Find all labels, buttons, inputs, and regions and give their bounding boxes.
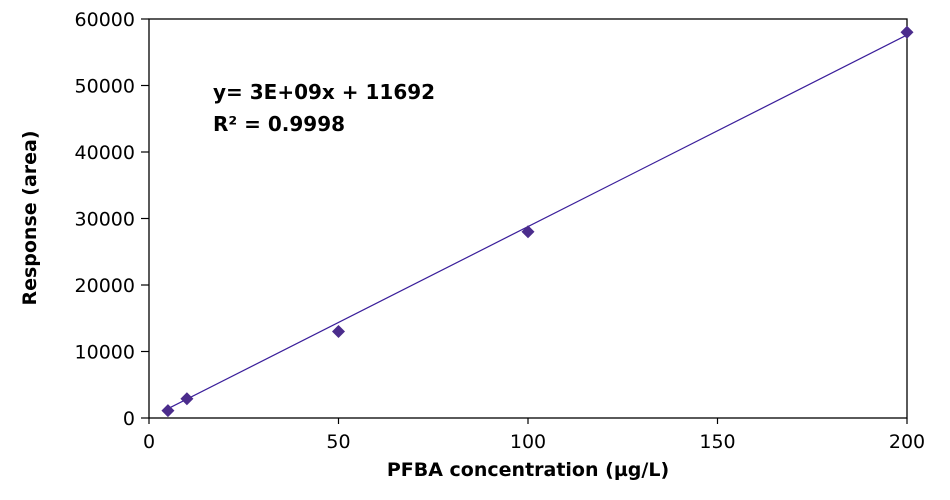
data-point-diamond-icon <box>161 404 175 418</box>
r-squared-label: R² = 0.9998 <box>213 112 345 136</box>
data-point-diamond-icon <box>180 392 194 406</box>
x-tick-label: 50 <box>326 431 350 453</box>
regression-equation: y= 3E+09x + 11692 <box>213 80 435 104</box>
y-tick-label: 50000 <box>75 76 135 98</box>
trendline <box>167 34 908 410</box>
x-tick-label: 200 <box>889 431 925 453</box>
y-tick-label: 30000 <box>75 209 135 231</box>
y-tick-label: 10000 <box>75 342 135 364</box>
plot-area: 0 10000 20000 30000 40000 50000 60000 0 50 100 150… <box>75 9 926 453</box>
x-tick-label: 0 <box>143 431 155 453</box>
y-axis-title: Response (area) <box>19 130 41 305</box>
y-tick-label: 20000 <box>75 275 135 297</box>
plot-frame <box>148 18 908 419</box>
x-tick-label: 150 <box>699 431 735 453</box>
y-tick-label: 40000 <box>75 142 135 164</box>
y-tick-label: 0 <box>123 408 135 430</box>
data-point-diamond-icon <box>521 225 535 239</box>
x-tick-label: 100 <box>510 431 546 453</box>
data-point-diamond-icon <box>900 25 914 39</box>
data-point-diamond-icon <box>332 325 345 339</box>
y-tick-label: 60000 <box>75 9 135 31</box>
x-axis-title: PFBA concentration (µg/L) <box>387 459 669 481</box>
